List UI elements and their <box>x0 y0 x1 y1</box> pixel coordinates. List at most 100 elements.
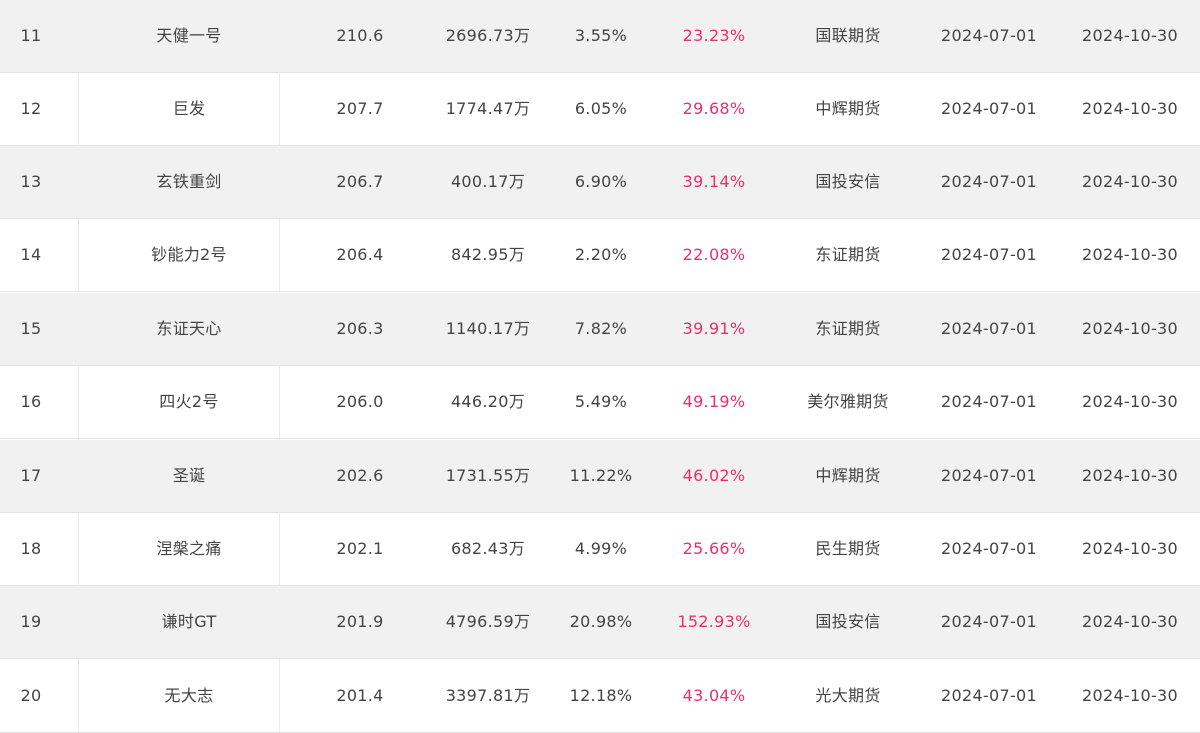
score-cell: 201.9 <box>336 612 384 631</box>
broker-cell: 东证期货 <box>815 319 881 338</box>
equity-cell: 2696.73万 <box>445 26 531 45</box>
start-date-cell: 2024-07-01 <box>941 172 1037 191</box>
end-date-cell: 2024-10-30 <box>1082 686 1178 705</box>
score-cell: 206.3 <box>336 319 384 338</box>
account-name-cell[interactable]: 谦时GT <box>161 612 217 631</box>
score-cell: 201.4 <box>336 686 384 705</box>
score-cell: 206.0 <box>336 392 384 411</box>
rank-cell: 20 <box>20 686 42 705</box>
return-cell: 46.02% <box>682 466 746 485</box>
return-cell: 152.93% <box>677 612 751 631</box>
rank-cell: 15 <box>20 319 42 338</box>
start-date-cell: 2024-07-01 <box>941 612 1037 631</box>
return-cell: 39.91% <box>682 319 746 338</box>
account-name-cell[interactable]: 巨发 <box>172 99 206 118</box>
score-cell: 202.6 <box>336 466 384 485</box>
table-row[interactable]: 20 无大志 201.4 3397.81万 12.18% 43.04% 光大期货… <box>0 660 1200 733</box>
start-date-cell: 2024-07-01 <box>941 686 1037 705</box>
broker-cell: 国投安信 <box>815 172 881 191</box>
account-name-cell[interactable]: 玄铁重剑 <box>156 172 222 191</box>
account-name-cell[interactable]: 涅槃之痛 <box>156 539 222 558</box>
start-date-cell: 2024-07-01 <box>941 26 1037 45</box>
drawdown-cell: 6.90% <box>574 172 628 191</box>
end-date-cell: 2024-10-30 <box>1082 466 1178 485</box>
account-name-cell[interactable]: 东证天心 <box>156 319 222 338</box>
end-date-cell: 2024-10-30 <box>1082 539 1178 558</box>
return-cell: 49.19% <box>682 392 746 411</box>
drawdown-cell: 4.99% <box>574 539 628 558</box>
start-date-cell: 2024-07-01 <box>941 466 1037 485</box>
end-date-cell: 2024-10-30 <box>1082 172 1178 191</box>
end-date-cell: 2024-10-30 <box>1082 26 1178 45</box>
equity-cell: 1774.47万 <box>445 99 531 118</box>
rank-cell: 12 <box>20 99 42 118</box>
account-name-cell[interactable]: 圣诞 <box>172 466 206 485</box>
rank-cell: 18 <box>20 539 42 558</box>
broker-cell: 中辉期货 <box>815 466 881 485</box>
rank-cell: 14 <box>20 245 42 264</box>
drawdown-cell: 3.55% <box>574 26 628 45</box>
start-date-cell: 2024-07-01 <box>941 539 1037 558</box>
start-date-cell: 2024-07-01 <box>941 392 1037 411</box>
end-date-cell: 2024-10-30 <box>1082 392 1178 411</box>
drawdown-cell: 2.20% <box>574 245 628 264</box>
table-row[interactable]: 15 东证天心 206.3 1140.17万 7.82% 39.91% 东证期货… <box>0 293 1200 366</box>
drawdown-cell: 6.05% <box>574 99 628 118</box>
table-row[interactable]: 17 圣诞 202.6 1731.55万 11.22% 46.02% 中辉期货 … <box>0 440 1200 513</box>
end-date-cell: 2024-10-30 <box>1082 245 1178 264</box>
start-date-cell: 2024-07-01 <box>941 245 1037 264</box>
table-row[interactable]: 12 巨发 207.7 1774.47万 6.05% 29.68% 中辉期货 2… <box>0 73 1200 146</box>
drawdown-cell: 12.18% <box>569 686 633 705</box>
end-date-cell: 2024-10-30 <box>1082 612 1178 631</box>
account-name-cell[interactable]: 无大志 <box>164 686 214 705</box>
equity-cell: 400.17万 <box>450 172 526 191</box>
drawdown-cell: 7.82% <box>574 319 628 338</box>
rank-cell: 13 <box>20 172 42 191</box>
equity-cell: 842.95万 <box>450 245 526 264</box>
score-cell: 206.4 <box>336 245 384 264</box>
drawdown-cell: 5.49% <box>574 392 628 411</box>
table-row[interactable]: 16 四火2号 206.0 446.20万 5.49% 49.19% 美尔雅期货… <box>0 366 1200 439</box>
rank-cell: 19 <box>20 612 42 631</box>
table-row[interactable]: 13 玄铁重剑 206.7 400.17万 6.90% 39.14% 国投安信 … <box>0 146 1200 219</box>
table-row[interactable]: 18 涅槃之痛 202.1 682.43万 4.99% 25.66% 民生期货 … <box>0 513 1200 586</box>
return-cell: 39.14% <box>682 172 746 191</box>
column-divider <box>279 0 280 733</box>
score-cell: 206.7 <box>336 172 384 191</box>
account-name-cell[interactable]: 天健一号 <box>156 26 222 45</box>
rank-cell: 17 <box>20 466 42 485</box>
equity-cell: 682.43万 <box>450 539 526 558</box>
return-cell: 23.23% <box>682 26 746 45</box>
start-date-cell: 2024-07-01 <box>941 99 1037 118</box>
drawdown-cell: 20.98% <box>569 612 633 631</box>
score-cell: 207.7 <box>336 99 384 118</box>
broker-cell: 光大期货 <box>815 686 881 705</box>
equity-cell: 3397.81万 <box>445 686 531 705</box>
rank-cell: 11 <box>20 26 42 45</box>
table-row[interactable]: 11 天健一号 210.6 2696.73万 3.55% 23.23% 国联期货… <box>0 0 1200 73</box>
return-cell: 29.68% <box>682 99 746 118</box>
table-row[interactable]: 19 谦时GT 201.9 4796.59万 20.98% 152.93% 国投… <box>0 586 1200 659</box>
account-name-cell[interactable]: 钞能力2号 <box>151 245 227 264</box>
equity-cell: 1731.55万 <box>445 466 531 485</box>
equity-cell: 446.20万 <box>450 392 526 411</box>
score-cell: 202.1 <box>336 539 384 558</box>
broker-cell: 国投安信 <box>815 612 881 631</box>
table-row[interactable]: 14 钞能力2号 206.4 842.95万 2.20% 22.08% 东证期货… <box>0 219 1200 292</box>
equity-cell: 4796.59万 <box>445 612 531 631</box>
column-divider <box>78 0 79 733</box>
broker-cell: 美尔雅期货 <box>807 392 889 411</box>
return-cell: 25.66% <box>682 539 746 558</box>
rank-cell: 16 <box>20 392 42 411</box>
drawdown-cell: 11.22% <box>569 466 633 485</box>
end-date-cell: 2024-10-30 <box>1082 99 1178 118</box>
account-name-cell[interactable]: 四火2号 <box>159 392 219 411</box>
broker-cell: 中辉期货 <box>815 99 881 118</box>
start-date-cell: 2024-07-01 <box>941 319 1037 338</box>
return-cell: 43.04% <box>682 686 746 705</box>
score-cell: 210.6 <box>336 26 384 45</box>
broker-cell: 国联期货 <box>815 26 881 45</box>
return-cell: 22.08% <box>682 245 746 264</box>
broker-cell: 民生期货 <box>815 539 881 558</box>
